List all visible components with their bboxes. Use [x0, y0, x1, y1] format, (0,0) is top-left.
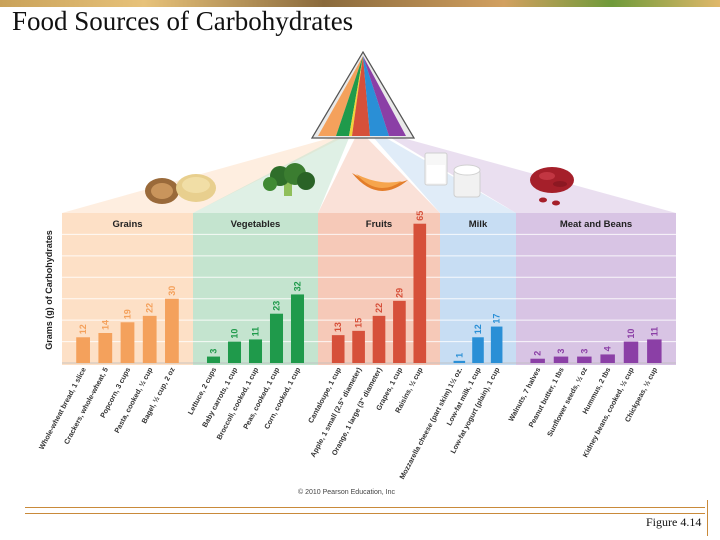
bar-walnuts-7-halves — [530, 358, 545, 363]
value-label-broccoli-cooked-1-cup: 11 — [251, 327, 261, 337]
value-label-baby-carrots-1-cup: 10 — [230, 329, 240, 339]
bar-pasta-cooked-cup — [142, 315, 157, 363]
value-label-low-fat-yogurt-plain-1-cup: 17 — [492, 314, 502, 324]
footer-rule-top — [25, 507, 705, 508]
value-label-hummus-2-tbs: 4 — [603, 346, 613, 351]
value-label-bagel-cup-2-oz: 30 — [167, 286, 177, 296]
food-pyramid-icon — [310, 50, 416, 139]
bar-bagel-cup-2-oz — [165, 298, 179, 363]
bar-low-fat-yogurt-plain-1-cup — [490, 326, 503, 363]
value-label-peas-cooked-1-cup: 23 — [272, 301, 282, 311]
y-axis-label: Grams (g) of Carbohydrates — [44, 230, 54, 350]
footer-rule-vertical — [707, 500, 708, 536]
bar-whole-wheat-bread-1-slice — [76, 337, 90, 363]
value-label-crackers-whole-wheat-5: 14 — [100, 320, 110, 330]
bar-raisins-cup — [413, 223, 427, 363]
bar-cantaloupe-1-cup — [331, 335, 345, 363]
bar-crackers-whole-wheat-5 — [98, 333, 113, 363]
value-label-peanut-butter-1-tbs: 3 — [556, 349, 566, 354]
group-label-fruits: Fruits — [366, 219, 392, 230]
value-label-pasta-cooked-cup: 22 — [145, 303, 155, 313]
group-label-milk: Milk — [469, 219, 488, 230]
bar-kidney-beans-cooked-cup — [623, 341, 639, 363]
bar-sunflower-seeds-oz — [577, 356, 592, 363]
broccoli-icon — [263, 163, 315, 196]
page-title: Food Sources of Carbohydrates — [12, 6, 354, 36]
group-label-grains: Grains — [112, 219, 142, 230]
bar-mozzarella-cheese-part-skim-1-oz — [453, 360, 466, 363]
figure-label: Figure 4.14 — [646, 515, 702, 529]
bar-lettuce-2-cups — [206, 356, 221, 363]
fan-fruits — [318, 138, 440, 213]
value-label-walnuts-7-halves: 2 — [533, 351, 543, 356]
value-label-apple-1-small-2-5-diameter: 15 — [354, 318, 364, 328]
value-label-whole-wheat-bread-1-slice: 12 — [78, 324, 88, 334]
value-label-lettuce-2-cups: 3 — [209, 349, 219, 354]
bar-grapes-1-cup — [393, 300, 406, 363]
bar-baby-carrots-1-cup — [227, 341, 242, 363]
bread-pasta-icon — [145, 174, 216, 204]
group-label-vegetables: Vegetables — [231, 219, 281, 230]
value-label-popcorn-3-cups: 19 — [123, 309, 133, 319]
bar-broccoli-cooked-1-cup — [248, 339, 263, 363]
kidney-beans-icon — [530, 167, 574, 206]
bar-corn-cooked-1-cup — [290, 294, 305, 363]
value-label-corn-cooked-1-cup: 32 — [293, 281, 303, 291]
bar-low-fat-milk-1-cup — [472, 337, 484, 363]
bar-hummus-2-tbs — [600, 354, 615, 363]
milk-yogurt-icon — [424, 152, 481, 198]
value-label-mozzarella-cheese-part-skim-1-oz: 1 — [454, 353, 464, 358]
value-label-low-fat-milk-1-cup: 12 — [473, 324, 483, 334]
bar-peanut-butter-1-tbs — [553, 356, 569, 363]
bar-chickpeas-cup — [647, 339, 662, 363]
value-label-kidney-beans-cooked-cup: 10 — [626, 329, 636, 339]
bar-orange-1-large-3-diameter — [372, 315, 386, 363]
group-label-meat-and-beans: Meat and Beans — [560, 219, 632, 230]
footer-rule-bottom — [25, 513, 705, 514]
value-label-chickpeas-cup: 11 — [649, 327, 659, 337]
cantaloupe-icon — [352, 173, 408, 191]
bar-peas-cooked-1-cup — [269, 313, 284, 363]
top-decorative-bar — [0, 0, 720, 7]
copyright-note: © 2010 Pearson Education, Inc — [298, 488, 395, 496]
bar-popcorn-3-cups — [120, 322, 135, 363]
value-label-sunflower-seeds-oz: 3 — [579, 349, 589, 354]
value-label-grapes-1-cup: 29 — [394, 288, 404, 298]
value-label-raisins-cup: 65 — [415, 211, 425, 221]
bar-apple-1-small-2-5-diameter — [352, 330, 365, 363]
gridlines — [62, 233, 676, 364]
value-label-orange-1-large-3-diameter: 22 — [374, 303, 384, 313]
value-label-cantaloupe-1-cup: 13 — [333, 322, 343, 332]
